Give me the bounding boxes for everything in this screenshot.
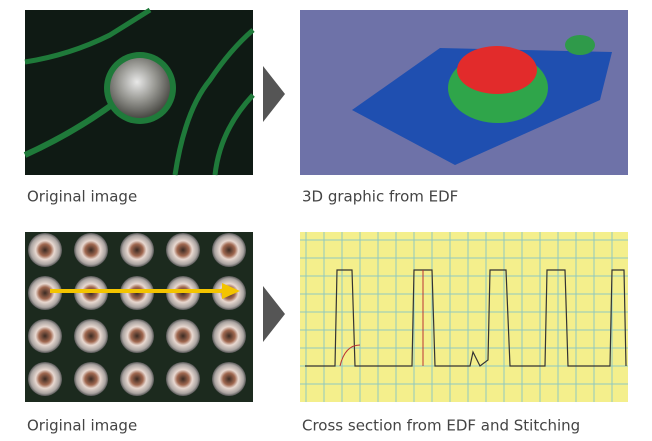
pad: [120, 362, 154, 396]
caption: Original image: [27, 188, 137, 206]
pad: [74, 233, 108, 267]
pad: [212, 362, 246, 396]
measure: [339, 344, 361, 367]
arrow: [263, 66, 285, 122]
pad: [120, 319, 154, 353]
pad: [166, 319, 200, 353]
profile: [305, 269, 627, 367]
pad: [120, 233, 154, 267]
pad: [74, 362, 108, 396]
caption: Cross section from EDF and Stitching: [302, 417, 580, 435]
caption: 3D graphic from EDF: [302, 188, 458, 206]
graphic-cross-section: [300, 232, 628, 402]
pad: [28, 319, 62, 353]
pad: [166, 233, 200, 267]
pad: [212, 319, 246, 353]
photo-solder-ball: [23, 7, 255, 176]
pad: [166, 362, 200, 396]
arrow-head: [222, 283, 240, 299]
pad: [212, 233, 246, 267]
pad: [28, 276, 62, 310]
pad: [28, 233, 62, 267]
graphic-3d: [300, 10, 628, 175]
caption: Original image: [27, 417, 137, 435]
pad: [74, 319, 108, 353]
pad: [28, 362, 62, 396]
arrow: [263, 286, 285, 342]
photo-pad-array: [25, 232, 253, 402]
